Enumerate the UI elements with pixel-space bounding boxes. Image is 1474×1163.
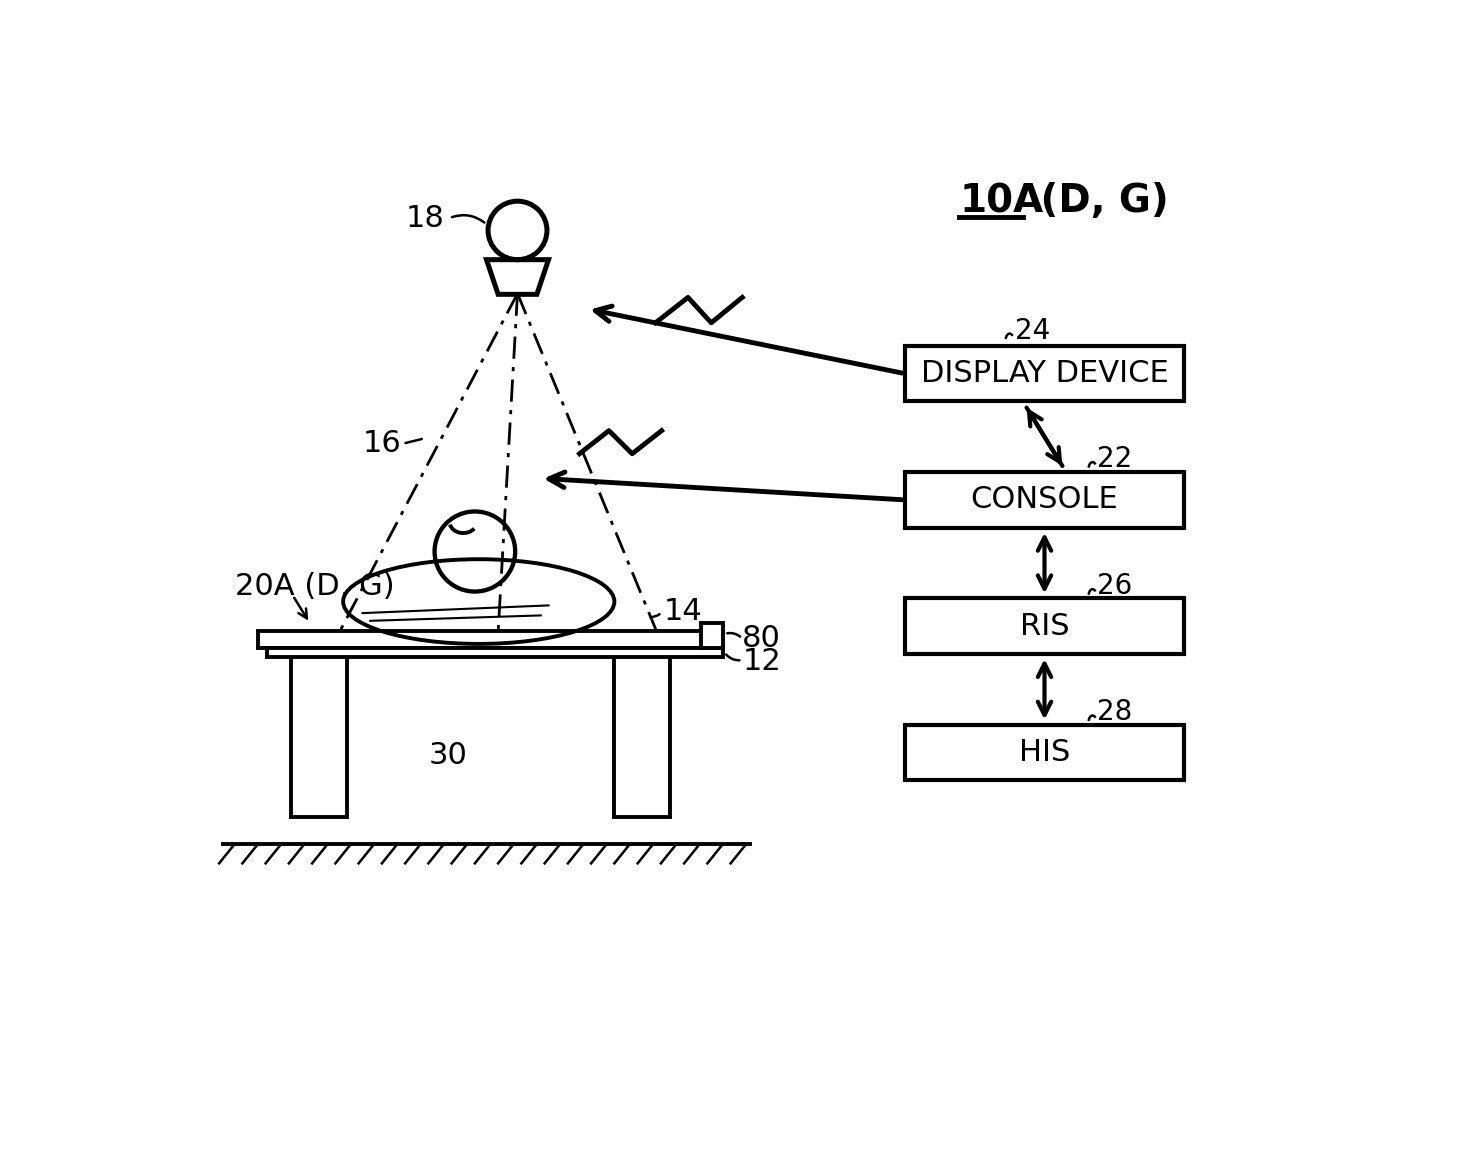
Text: 20A (D, G): 20A (D, G) xyxy=(234,572,394,600)
FancyBboxPatch shape xyxy=(905,599,1184,654)
Text: 80: 80 xyxy=(743,625,781,652)
Text: (D, G): (D, G) xyxy=(1027,183,1169,220)
Text: 28: 28 xyxy=(1097,699,1132,727)
FancyBboxPatch shape xyxy=(258,630,722,648)
FancyBboxPatch shape xyxy=(905,725,1184,780)
Text: 30: 30 xyxy=(429,741,467,770)
Text: 14: 14 xyxy=(663,597,702,626)
Text: 24: 24 xyxy=(1016,316,1051,344)
FancyBboxPatch shape xyxy=(702,623,722,648)
Text: 18: 18 xyxy=(405,204,445,233)
FancyBboxPatch shape xyxy=(292,648,346,818)
FancyBboxPatch shape xyxy=(267,648,722,657)
Text: 26: 26 xyxy=(1097,572,1132,600)
Text: 22: 22 xyxy=(1097,445,1132,473)
FancyBboxPatch shape xyxy=(615,648,671,818)
Text: 10A: 10A xyxy=(960,183,1044,220)
Text: DISPLAY DEVICE: DISPLAY DEVICE xyxy=(921,359,1169,388)
Text: HIS: HIS xyxy=(1019,739,1070,766)
Text: 16: 16 xyxy=(363,429,401,458)
FancyBboxPatch shape xyxy=(905,472,1184,528)
Text: RIS: RIS xyxy=(1020,612,1069,641)
FancyBboxPatch shape xyxy=(905,345,1184,401)
Text: CONSOLE: CONSOLE xyxy=(970,485,1119,514)
Text: 12: 12 xyxy=(743,647,781,676)
